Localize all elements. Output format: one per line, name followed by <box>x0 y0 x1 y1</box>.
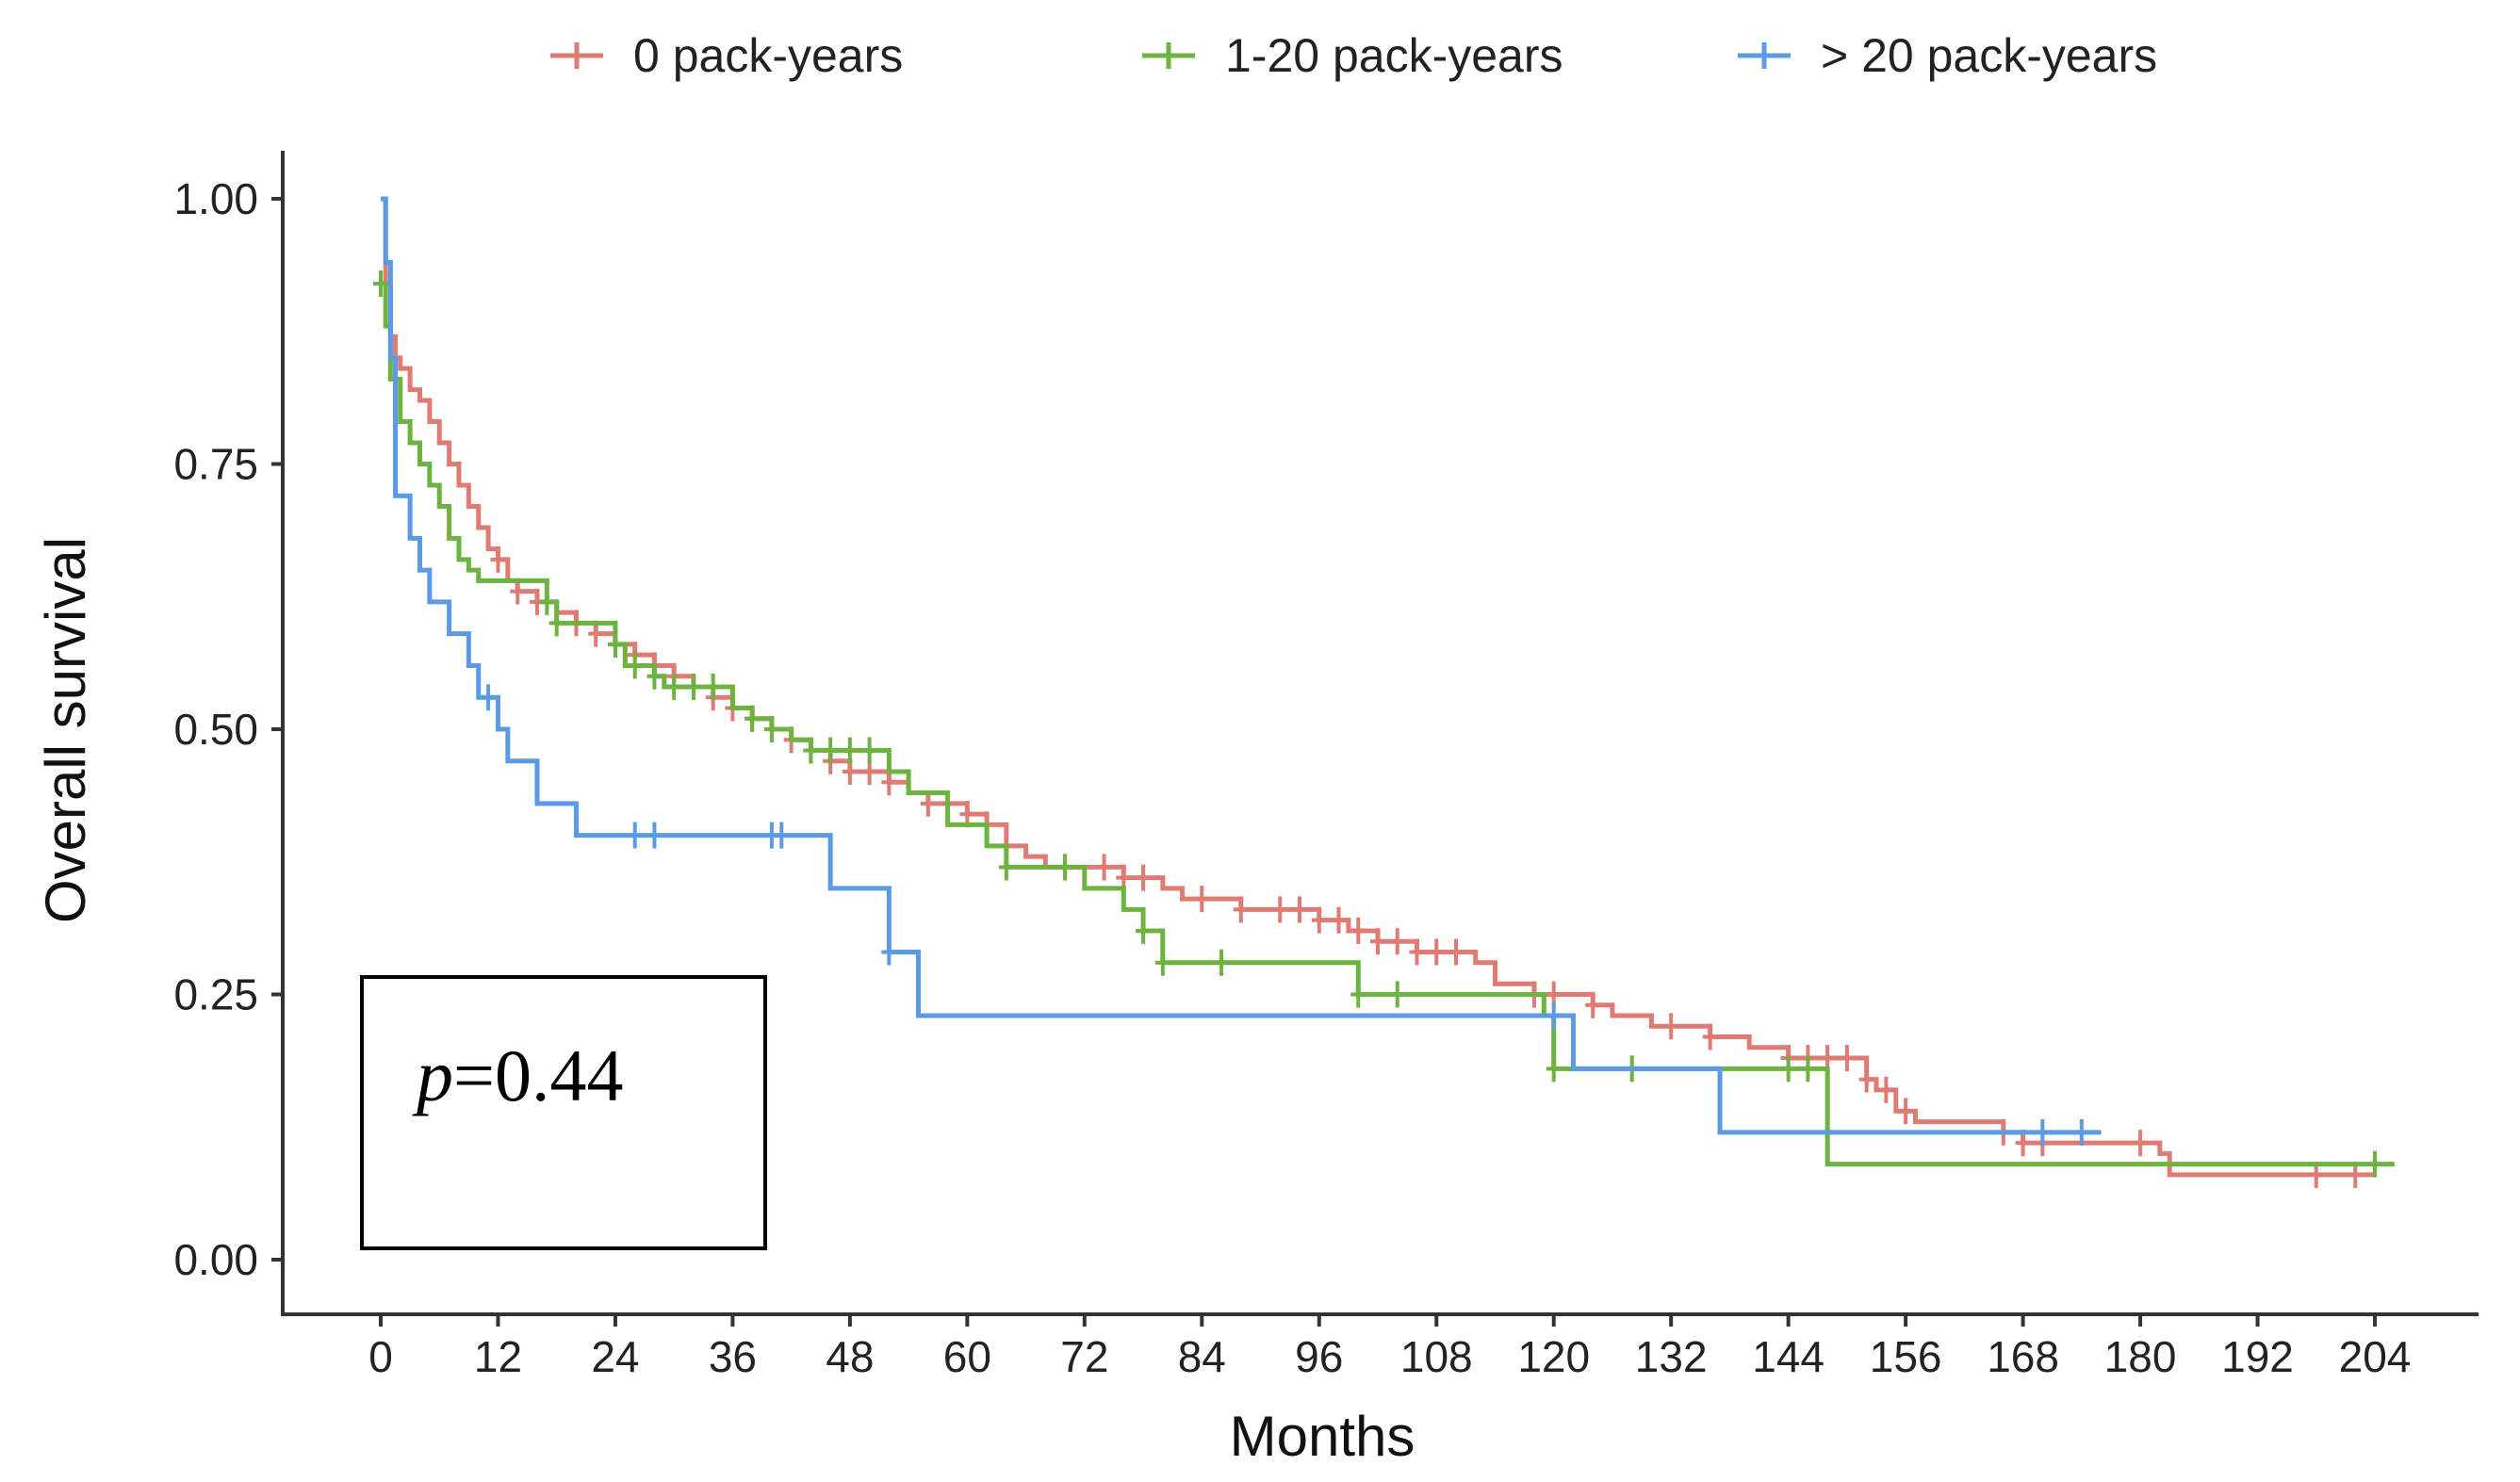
series-3 <box>381 196 2102 1146</box>
p-value-frame <box>360 975 767 1250</box>
x-tick-label: 48 <box>826 1332 874 1381</box>
p-value-text: p=0.44 <box>412 1034 624 1116</box>
y-tick-label: 1.00 <box>173 174 258 223</box>
series-2 <box>373 270 2395 1178</box>
x-tick-label: 84 <box>1178 1332 1226 1381</box>
p-value-box: p=0.44 <box>360 975 767 1250</box>
y-tick-label: 0.25 <box>173 970 258 1019</box>
x-tick-label: 180 <box>2104 1332 2177 1381</box>
x-tick-label: 60 <box>943 1332 991 1381</box>
y-tick-label: 0.50 <box>173 705 258 754</box>
legend-item: 0 pack-years <box>550 29 903 82</box>
axes <box>281 151 2479 1316</box>
p-value: =0.44 <box>453 1034 624 1116</box>
legend-label: > 20 pack-years <box>1821 29 2157 82</box>
x-tick-label: 96 <box>1295 1332 1343 1381</box>
y-tick-label: 0.00 <box>173 1235 258 1284</box>
y-ticks: 0.00 0.25 0.50 0.75 1.00 <box>173 174 283 1284</box>
legend-label: 0 pack-years <box>633 29 903 82</box>
x-tick-label: 168 <box>1987 1332 2059 1381</box>
series-layer <box>373 196 2395 1188</box>
p-symbol: p <box>412 1034 453 1116</box>
x-tick-label: 12 <box>474 1332 522 1381</box>
y-axis-title: Overall survival <box>34 537 97 923</box>
legend-item: > 20 pack-years <box>1738 29 2157 82</box>
y-tick-label: 0.75 <box>173 440 258 489</box>
x-tick-label: 72 <box>1060 1332 1108 1381</box>
survival-curve <box>381 281 2395 1167</box>
x-tick-label: 204 <box>2339 1332 2412 1381</box>
x-axis-title: Months <box>1230 1405 1415 1468</box>
x-tick-label: 24 <box>591 1332 639 1381</box>
legend-label: 1-20 pack-years <box>1225 29 1563 82</box>
x-ticks: 0 12 24 36 48 60 72 84 96 108 120 132 144 156 168 180 19… <box>368 1314 2411 1381</box>
x-tick-label: 0 <box>368 1332 393 1381</box>
x-tick-label: 156 <box>1870 1332 1942 1381</box>
series-1 <box>381 196 2375 1188</box>
x-tick-label: 192 <box>2221 1332 2294 1381</box>
x-tick-label: 120 <box>1517 1332 1590 1381</box>
legend-item: 1-20 pack-years <box>1142 29 1563 82</box>
x-tick-label: 144 <box>1752 1332 1825 1381</box>
legend: 0 pack-years 1-20 pack-years > 20 pack-yea… <box>550 29 2157 82</box>
x-tick-label: 108 <box>1400 1332 1473 1381</box>
x-tick-label: 36 <box>709 1332 757 1381</box>
x-tick-label: 132 <box>1635 1332 1708 1381</box>
